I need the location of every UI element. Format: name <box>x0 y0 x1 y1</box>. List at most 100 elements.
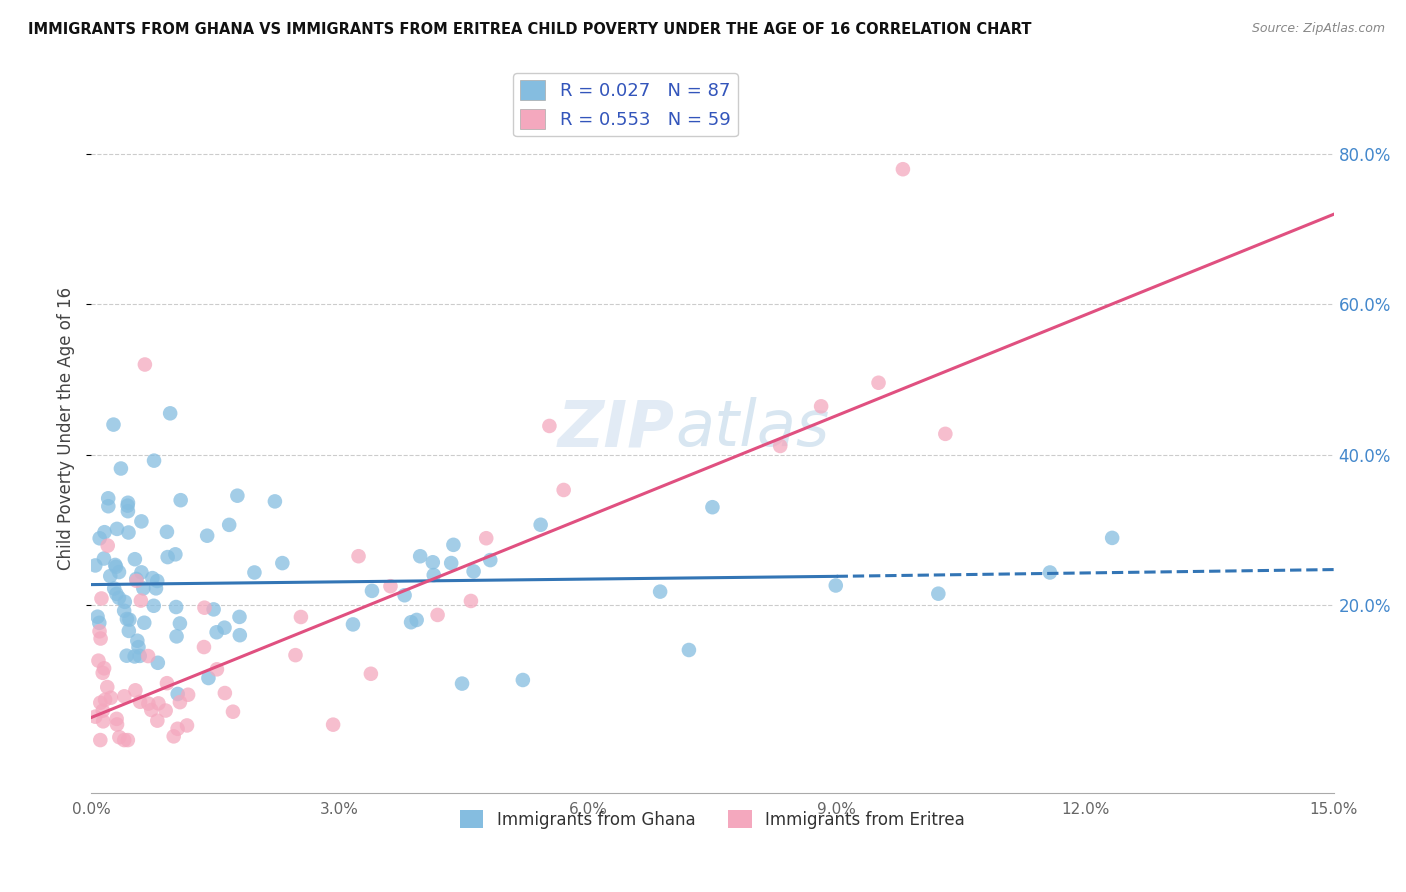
Text: ZIP: ZIP <box>558 397 675 459</box>
Point <box>87 654 110 668</box>
Text: IMMIGRANTS FROM GHANA VS IMMIGRANTS FROM ERITREA CHILD POVERTY UNDER THE AGE OF : IMMIGRANTS FROM GHANA VS IMMIGRANTS FROM… <box>28 22 1032 37</box>
Point <box>156 524 179 539</box>
Point <box>229 628 252 642</box>
Point <box>176 718 198 732</box>
Point <box>142 599 165 613</box>
Point <box>271 556 294 570</box>
Y-axis label: Child Poverty Under the Age of 16: Child Poverty Under the Age of 16 <box>58 287 75 570</box>
Point <box>136 648 159 663</box>
Point <box>148 697 170 711</box>
Point <box>1039 566 1062 580</box>
Point <box>165 547 187 561</box>
Point <box>423 568 446 582</box>
Point <box>530 517 553 532</box>
Point <box>222 705 245 719</box>
Point <box>117 496 139 510</box>
Point <box>138 697 160 711</box>
Point <box>94 692 117 706</box>
Point <box>108 565 131 579</box>
Point <box>146 574 169 588</box>
Point <box>146 714 169 728</box>
Point <box>84 709 107 723</box>
Point <box>134 358 156 372</box>
Point <box>98 569 121 583</box>
Point <box>197 671 219 685</box>
Point <box>426 607 449 622</box>
Point <box>360 666 382 681</box>
Point <box>405 613 427 627</box>
Point <box>440 556 463 570</box>
Point <box>105 712 128 726</box>
Point <box>108 730 131 744</box>
Point <box>86 609 108 624</box>
Point <box>129 695 152 709</box>
Point <box>475 531 498 545</box>
Point <box>104 559 127 574</box>
Point <box>165 600 187 615</box>
Point <box>105 522 128 536</box>
Point <box>824 578 846 592</box>
Point <box>166 629 188 643</box>
Point <box>117 499 139 513</box>
Point <box>132 582 155 596</box>
Point <box>460 594 482 608</box>
Point <box>169 493 191 508</box>
Point <box>145 582 167 596</box>
Point <box>131 515 153 529</box>
Point <box>91 665 114 680</box>
Point <box>118 624 141 638</box>
Point <box>361 583 384 598</box>
Point <box>91 704 114 718</box>
Legend: Immigrants from Ghana, Immigrants from Eritrea: Immigrants from Ghana, Immigrants from E… <box>453 804 972 835</box>
Point <box>322 717 344 731</box>
Point <box>166 687 188 701</box>
Point <box>105 587 128 601</box>
Point <box>422 555 444 569</box>
Point <box>702 500 724 515</box>
Point <box>169 695 191 709</box>
Point <box>347 549 370 564</box>
Point <box>399 615 422 630</box>
Point <box>131 566 153 580</box>
Point <box>394 588 416 602</box>
Point <box>127 633 149 648</box>
Point <box>90 591 112 606</box>
Point <box>163 730 186 744</box>
Point <box>553 483 575 497</box>
Point <box>104 558 127 572</box>
Point <box>134 615 156 630</box>
Point <box>89 624 111 639</box>
Point <box>124 552 146 566</box>
Text: Source: ZipAtlas.com: Source: ZipAtlas.com <box>1251 22 1385 36</box>
Point <box>141 571 163 585</box>
Text: atlas: atlas <box>675 397 830 459</box>
Point <box>115 648 138 663</box>
Point <box>810 399 832 413</box>
Point <box>538 419 561 434</box>
Point <box>110 461 132 475</box>
Point <box>441 538 464 552</box>
Point <box>90 632 112 646</box>
Point <box>214 686 236 700</box>
Point <box>91 714 114 729</box>
Point <box>125 574 148 588</box>
Point <box>155 704 177 718</box>
Point <box>934 426 956 441</box>
Point <box>159 406 181 420</box>
Point <box>141 703 163 717</box>
Point <box>451 676 474 690</box>
Point <box>226 489 249 503</box>
Point <box>463 565 485 579</box>
Point <box>97 500 120 514</box>
Point <box>868 376 890 390</box>
Point <box>409 549 432 564</box>
Point <box>927 587 949 601</box>
Point <box>202 602 225 616</box>
Point <box>117 504 139 518</box>
Point <box>512 673 534 687</box>
Point <box>264 494 287 508</box>
Point <box>105 717 128 731</box>
Point <box>93 551 115 566</box>
Point <box>125 572 148 586</box>
Point <box>214 621 236 635</box>
